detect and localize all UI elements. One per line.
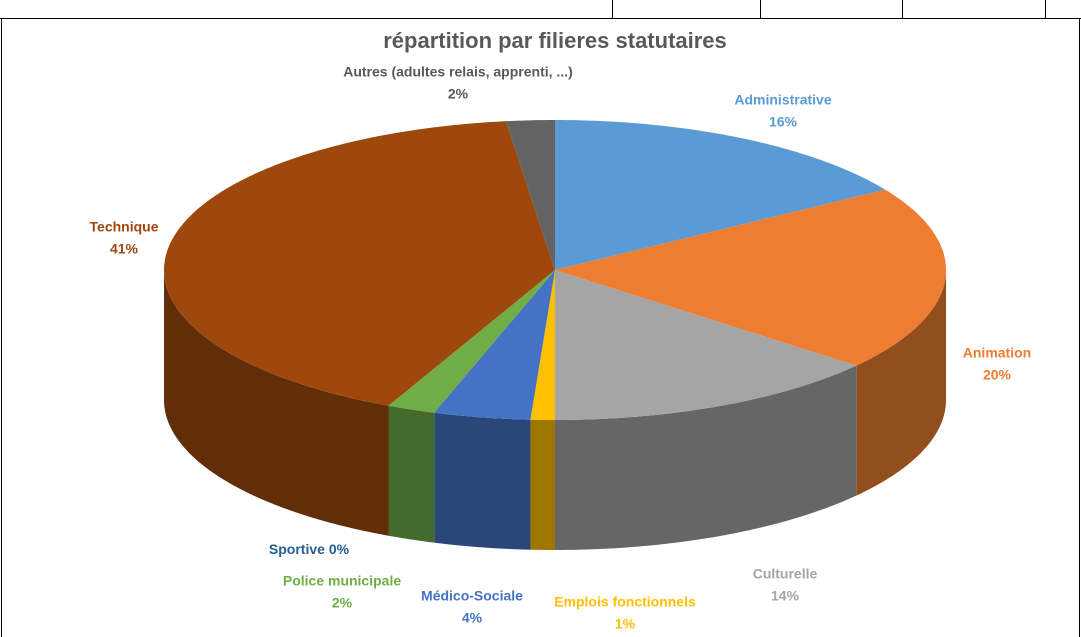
slice-side: [856, 270, 946, 496]
slice-side: [164, 270, 389, 536]
slice: [505, 120, 555, 270]
value-label: 0%: [329, 541, 350, 557]
slice: [388, 270, 555, 413]
slice-side: [555, 365, 857, 550]
category-label: Animation: [963, 345, 1031, 361]
value-label: 41%: [110, 241, 139, 257]
value-label: 14%: [771, 588, 800, 604]
value-label: 16%: [769, 114, 798, 130]
category-label: Administrative: [734, 92, 831, 108]
category-label: Technique: [90, 219, 159, 235]
slice-sides: [164, 270, 946, 550]
slice: [530, 270, 555, 420]
category-label: Emplois fonctionnels: [554, 594, 696, 610]
data-label: Sportive 0%: [269, 541, 350, 557]
slice-tops: [164, 120, 946, 420]
category-label: Médico-Sociale: [421, 588, 523, 604]
slice-side: [388, 405, 435, 543]
slice: [555, 189, 946, 366]
value-label: 1%: [615, 616, 636, 632]
slice: [555, 270, 857, 420]
category-label: Autres (adultes relais, apprenti, ...): [343, 64, 573, 80]
category-label: Sportive: [269, 541, 325, 557]
slice-side: [530, 419, 555, 550]
chart-title: répartition par filieres statutaires: [383, 28, 727, 53]
category-label: Police municipale: [283, 573, 401, 589]
value-label: 4%: [462, 610, 483, 626]
slice: [434, 270, 555, 420]
slice: [555, 120, 886, 270]
slice-side: [434, 412, 531, 550]
category-label: Culturelle: [753, 566, 818, 582]
value-label: 2%: [332, 595, 353, 611]
value-label: 2%: [448, 86, 469, 102]
slice: [164, 121, 555, 406]
value-label: 20%: [983, 367, 1012, 383]
